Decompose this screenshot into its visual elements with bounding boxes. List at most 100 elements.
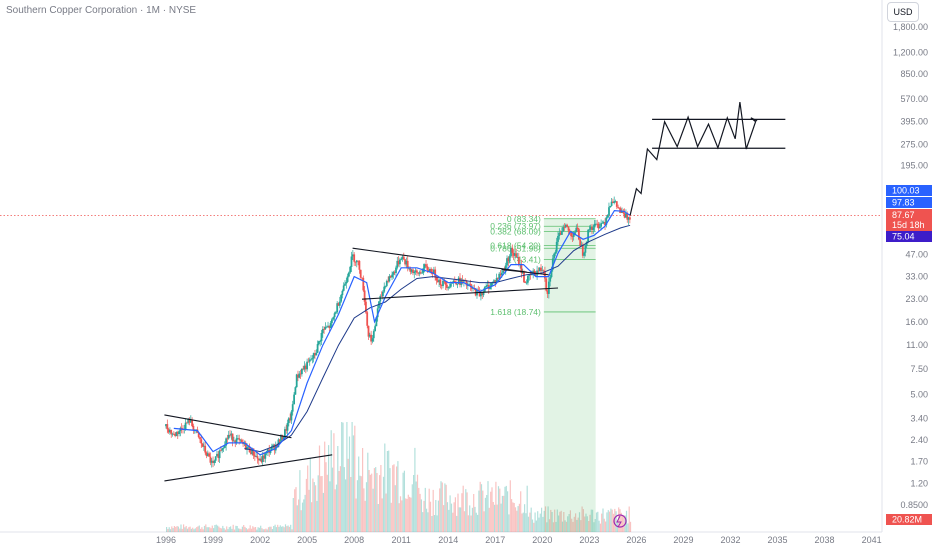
candle-body (331, 319, 333, 324)
volume-bar (585, 513, 587, 532)
volume-bar (283, 527, 285, 532)
candle-body (272, 444, 274, 447)
volume-bar (325, 462, 327, 532)
candle-body (497, 278, 499, 279)
candle-body (510, 247, 512, 257)
volume-bar (299, 470, 301, 532)
candle-body (371, 338, 374, 342)
volume-bar (348, 436, 351, 532)
candle-body (299, 373, 302, 375)
volume-bar (539, 513, 541, 532)
volume-bar (538, 517, 540, 532)
volume-bar (296, 505, 298, 532)
candle-body (490, 282, 493, 287)
volume-bar (365, 482, 368, 532)
candle-body (625, 213, 627, 218)
candle-body (622, 210, 625, 214)
candle-body (563, 227, 566, 228)
x-tick-label: 2038 (815, 535, 835, 545)
candle-body (223, 445, 226, 448)
volume-bar (487, 481, 489, 532)
currency-selector[interactable]: USD (887, 2, 919, 22)
volume-bar (196, 527, 198, 532)
volume-bar (456, 515, 458, 532)
volume-bar (354, 425, 356, 532)
ma-price-badge-bg (886, 231, 932, 242)
candle-body (434, 269, 437, 278)
candle-body (520, 264, 523, 273)
candle-body (187, 418, 190, 423)
candle-body (388, 276, 391, 282)
candle-body (308, 359, 311, 362)
candle-body (589, 227, 592, 230)
candle-body (267, 449, 269, 452)
volume-bar (256, 529, 258, 532)
volume-bar (185, 526, 187, 532)
candle-body (210, 460, 213, 463)
volume-bar (169, 529, 172, 532)
volume-bar (305, 478, 307, 532)
volume-bar (239, 528, 241, 532)
candle-body (176, 432, 179, 434)
candle-body (363, 290, 366, 302)
volume-bar (546, 522, 548, 532)
candle-body (200, 439, 203, 444)
candle-body (404, 259, 406, 265)
candle-body (541, 270, 544, 272)
volume-bar (253, 527, 255, 532)
trendline-upper-2008 (352, 247, 527, 273)
volume-bar (429, 501, 432, 532)
candle-body (295, 374, 298, 388)
candle-body (264, 453, 267, 459)
volume-bar (193, 529, 195, 532)
candle-body (500, 272, 503, 276)
candle-body (383, 286, 386, 292)
volume-bar (497, 486, 500, 532)
candle-body (376, 308, 379, 318)
candle-body (290, 411, 293, 421)
x-tick-label: 2032 (720, 535, 740, 545)
candle-body (426, 266, 429, 270)
volume-bar (552, 522, 554, 532)
volume-bar (398, 503, 400, 532)
candle-body (521, 272, 524, 274)
candle-body (456, 283, 459, 285)
volume-bar (457, 493, 459, 532)
volume-bar (315, 485, 317, 532)
candle-body (301, 368, 303, 375)
candle-body (558, 232, 561, 236)
candle-body (237, 438, 239, 440)
volume-bar (564, 520, 566, 532)
candle-body (285, 429, 288, 431)
volume-bar (599, 523, 601, 532)
volume-bar (469, 505, 471, 532)
candle-body (402, 256, 405, 260)
volume-bar (593, 522, 595, 532)
volume-bar (399, 496, 402, 532)
y-tick-label: 395.00 (900, 117, 928, 127)
volume-bar (248, 528, 250, 532)
x-tick-label: 2026 (626, 535, 646, 545)
candle-body (399, 259, 401, 265)
candle-body (528, 274, 531, 276)
volume-bar (270, 526, 272, 532)
volume-bar (435, 500, 437, 532)
candle-body (564, 224, 567, 228)
volume-bar (345, 479, 347, 532)
volume-bar (513, 503, 515, 532)
volume-bar (322, 492, 324, 532)
volume-bar (460, 507, 462, 532)
volume-bar (298, 499, 300, 532)
y-tick-label: 570.00 (900, 94, 928, 104)
candle-body (222, 447, 225, 449)
candle-body (427, 269, 430, 272)
volume-bar (247, 529, 249, 532)
volume-bar (198, 525, 200, 532)
volume-bar (563, 512, 565, 532)
candle-body (231, 433, 234, 442)
candle-body (516, 257, 519, 258)
volume-bar (328, 445, 330, 532)
candle-body (553, 253, 555, 259)
volume-bar (496, 504, 498, 532)
